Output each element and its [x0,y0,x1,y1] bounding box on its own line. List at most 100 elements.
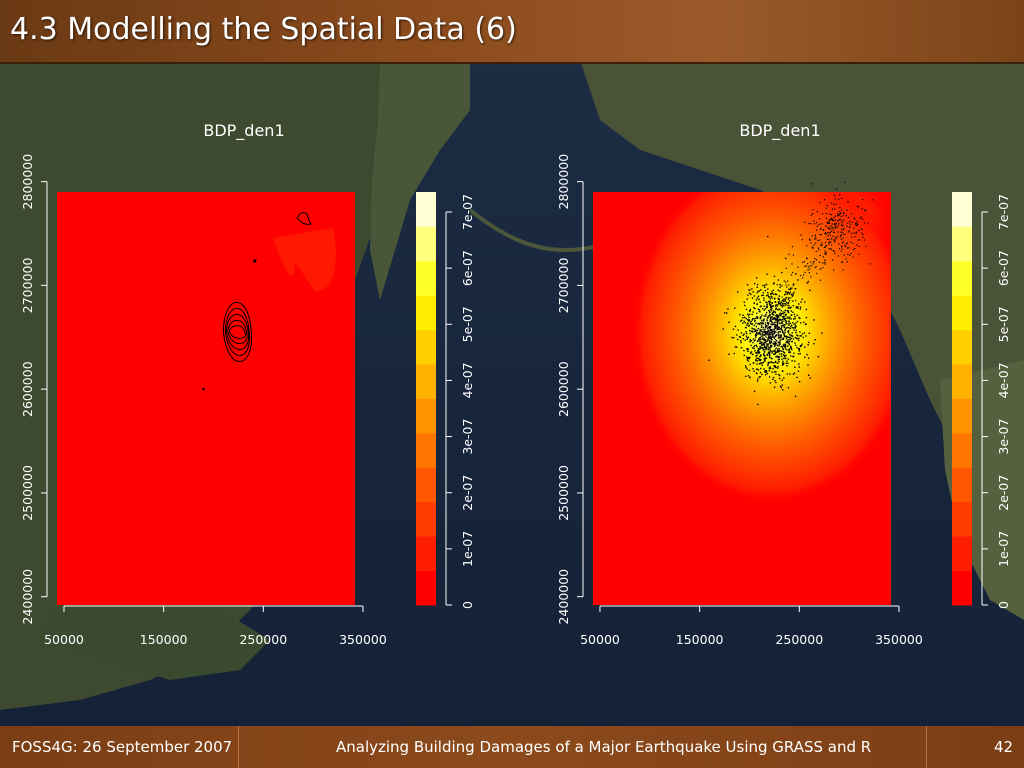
data-point [751,323,754,325]
data-point [810,214,812,216]
data-point [764,339,766,341]
data-point [774,351,777,354]
data-point [822,229,824,231]
data-point [785,336,788,338]
data-point [789,322,792,325]
colorbar-swatch [952,432,972,468]
data-point [764,308,767,310]
data-point [744,304,746,307]
data-point [790,347,792,349]
data-point [788,293,791,295]
data-point [744,365,747,367]
colorbar-tick-label: 6e-07 [996,250,1011,286]
data-point [792,284,795,286]
data-point [790,318,792,320]
data-point [771,292,774,294]
data-point [786,342,788,344]
data-point [772,283,775,285]
data-point [775,304,777,306]
data-point [761,344,763,347]
data-point [800,275,802,277]
data-point [744,316,746,319]
data-point [846,261,848,263]
data-point [839,207,841,209]
data-point [767,351,770,353]
data-point [775,326,777,329]
data-point [794,342,796,344]
data-point [842,224,844,226]
data-point [770,336,773,338]
data-point [778,337,780,339]
y-tick-label: 2500000 [20,465,35,521]
data-point [768,361,770,363]
data-point [827,232,829,234]
data-point [793,352,795,354]
data-point [803,274,805,276]
data-point [773,353,775,355]
data-point [790,306,792,308]
data-point [767,288,769,290]
data-point [763,315,765,317]
data-point [795,329,797,332]
data-point [769,355,771,357]
data-point [771,333,773,335]
colorbar-tick-label: 1e-07 [460,531,475,567]
data-point [784,329,786,332]
data-point [770,318,772,320]
data-point [780,304,783,307]
data-point [756,331,758,333]
data-point [742,334,744,336]
data-point [754,339,756,341]
data-point [833,250,835,252]
data-point [779,286,781,288]
data-point [814,223,816,225]
data-point [799,317,801,319]
data-point [753,370,755,372]
data-point [767,294,769,296]
data-point [794,317,796,320]
data-point [846,209,848,211]
data-point [834,219,836,221]
data-point [779,377,781,380]
data-point [766,325,768,327]
data-point [852,242,854,244]
data-point [784,348,787,350]
data-point [781,370,784,372]
data-point [834,231,836,233]
data-point [746,348,749,351]
chart-title: BDP_den1 [739,121,820,141]
data-point [837,213,839,215]
data-point [769,298,771,300]
data-point [740,341,742,344]
data-point [769,311,771,313]
data-point [783,377,785,379]
data-point [760,335,762,337]
data-point [767,363,769,365]
data-point [792,321,794,324]
data-point [821,242,823,244]
colorbar [416,192,436,606]
data-point [769,312,771,314]
data-point [771,307,773,309]
data-point [845,258,847,260]
data-point [778,308,781,310]
data-point [787,332,790,334]
data-point [749,332,751,335]
y-tick-label: 2700000 [20,258,35,314]
data-point [766,331,769,334]
colorbar-tick-label: 7e-07 [996,194,1011,230]
data-point [755,299,758,301]
plots-area: BDP_den1 50000 150000 250000 350000 2400000 25… [20,121,1011,647]
data-point [836,220,838,222]
data-point [748,310,751,312]
data-point [778,335,780,337]
data-point [767,352,769,355]
data-point [854,218,856,220]
data-point [813,261,815,263]
data-point [833,216,835,218]
data-point [853,227,855,229]
data-point [787,358,790,360]
colorbar-swatch [416,398,436,434]
data-point [791,324,793,326]
data-point [776,321,779,324]
